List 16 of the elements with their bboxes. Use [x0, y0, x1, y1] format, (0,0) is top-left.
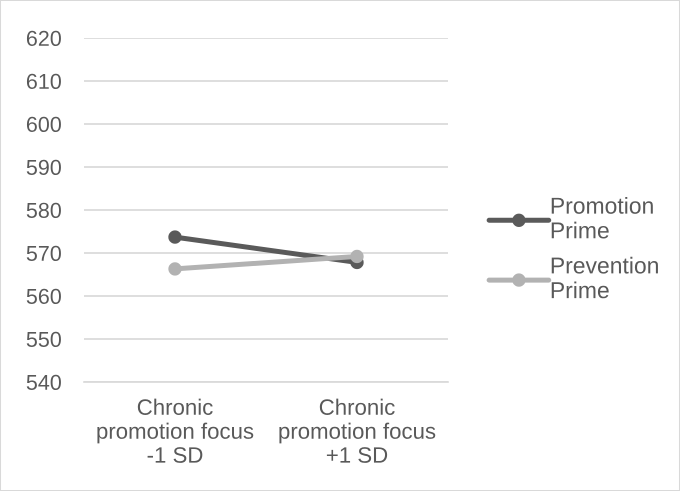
y-tick-label: 560: [26, 288, 61, 304]
y-tick-label: 540: [26, 374, 61, 390]
y-tick-label: 590: [26, 160, 61, 176]
legend-label: Prevention Prime: [552, 256, 658, 298]
y-tick-label: 600: [26, 116, 61, 132]
x-tick-label: Chronic promotion focus -1 SD: [97, 398, 254, 463]
y-tick-label: 610: [26, 74, 61, 90]
y-tick-label: 580: [26, 202, 61, 218]
y-tick-label: 620: [26, 30, 61, 46]
y-tick-label: 570: [26, 246, 61, 262]
point: [168, 230, 182, 244]
x-tick-label: Chronic promotion focus +1 SD: [279, 398, 436, 463]
legend-label: Promotion Prime: [552, 196, 653, 238]
point: [168, 262, 182, 276]
y-tick-label: 550: [26, 332, 61, 348]
point: [350, 250, 364, 264]
